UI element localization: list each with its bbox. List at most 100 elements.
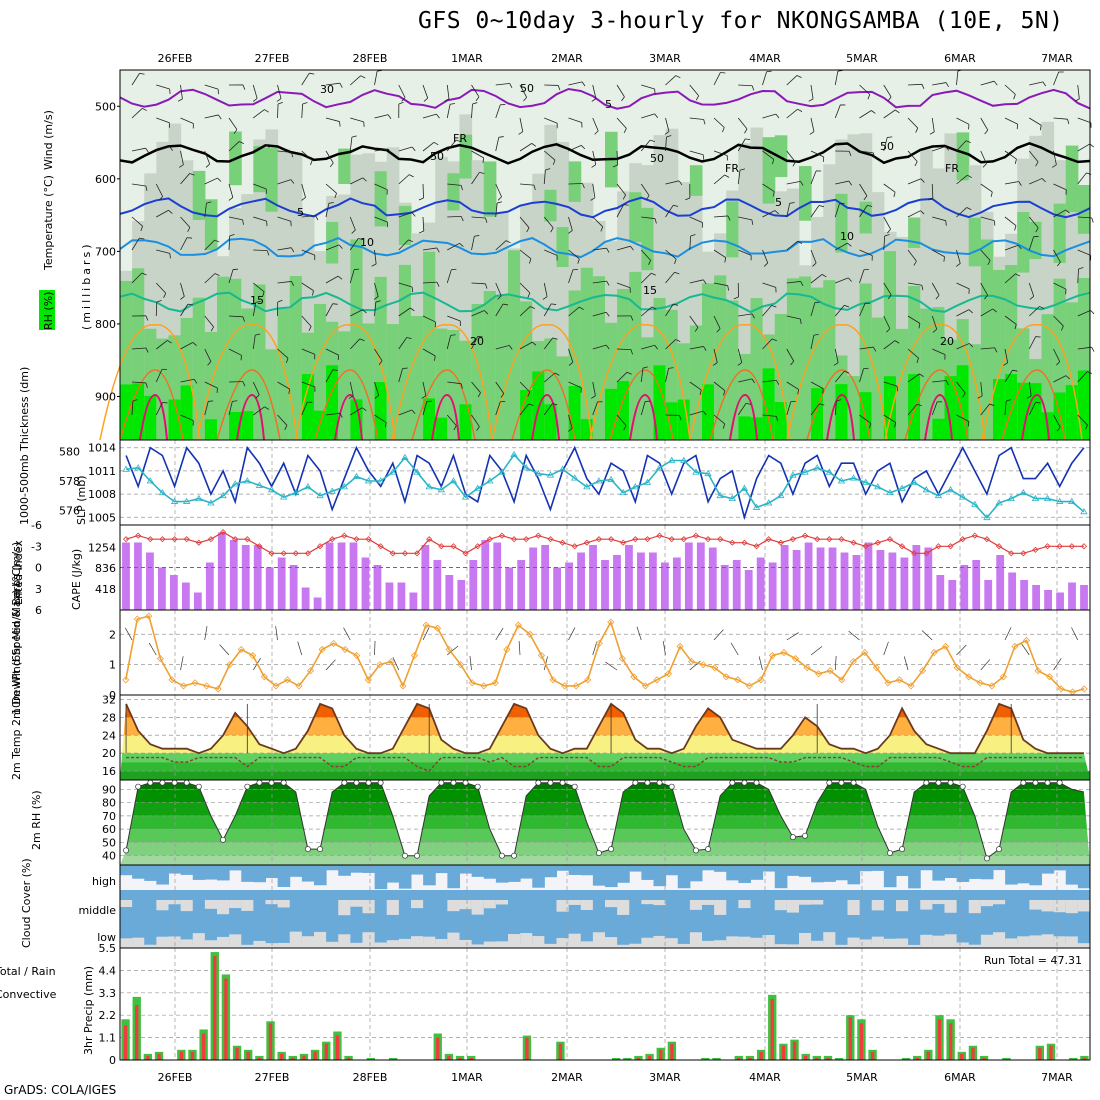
- wind-barb-flag: [233, 129, 238, 134]
- wind-barb: [931, 282, 940, 296]
- wind-barb: [762, 150, 774, 160]
- wind-barb: [568, 381, 582, 389]
- wind10m-point: [203, 682, 211, 690]
- cloud-high: [350, 865, 363, 873]
- wind-barb: [980, 308, 994, 317]
- wind-barb: [131, 147, 146, 152]
- wind-barb: [446, 84, 450, 99]
- x-tick-label-top: 6MAR: [944, 52, 976, 65]
- rh2m-point: [498, 852, 505, 859]
- wind-barb: [834, 371, 845, 383]
- wind-barb: [252, 381, 260, 395]
- rh-band-bright: [738, 416, 751, 440]
- precip-total-bar: [712, 1057, 721, 1060]
- wind10m-point: [584, 676, 592, 684]
- thickness-point: [1068, 497, 1076, 504]
- cloud-middle-low: [617, 890, 630, 945]
- wind-barb-flag: [724, 174, 730, 178]
- wind-barb-10m: [325, 659, 336, 671]
- thickness-line: [126, 453, 1085, 519]
- rh-band-green-upper: [544, 189, 557, 222]
- precip-conv-bar: [826, 1057, 830, 1060]
- wind-barb-10m: [662, 641, 666, 656]
- wind-barb-flag: [339, 121, 341, 127]
- wind-barb: [665, 137, 667, 152]
- wind10m-point: [537, 651, 546, 660]
- wind-barb-flag: [894, 340, 900, 344]
- wind-barb: [374, 114, 389, 119]
- wind10m-point: [768, 651, 777, 660]
- wind-barb-flag: [1017, 244, 1022, 250]
- wind-barb-flag: [255, 394, 260, 399]
- wind-barb: [713, 315, 721, 329]
- cloud-gap-low: [568, 933, 582, 948]
- wind10m-point: [156, 655, 164, 663]
- wind-barb: [446, 104, 451, 119]
- wind-barb: [277, 281, 292, 284]
- wind10m-point: [803, 664, 811, 672]
- wind-barb-flag: [965, 140, 971, 143]
- rh2m-point: [401, 852, 408, 859]
- precip-conv-bar: [870, 1051, 875, 1060]
- lifted-point: [329, 536, 336, 543]
- run-total-annotation: Run Total = 47.31: [984, 954, 1082, 967]
- wind-barb: [738, 378, 752, 383]
- upper-air-legend: Wind (m/s)Temperature (°C)RH (%): [39, 110, 55, 330]
- wind-barb: [907, 403, 918, 416]
- wind-barb: [519, 381, 531, 393]
- contour-label: FR: [725, 162, 739, 175]
- cape-bar: [505, 567, 514, 610]
- ylabel-total-rain: Total / Rain: [0, 965, 56, 978]
- contour-label: 10: [840, 230, 854, 243]
- wind-barb: [1077, 216, 1092, 219]
- lifted-point: [995, 543, 1003, 550]
- cloud-middle-low: [774, 890, 788, 945]
- wind-barb-flag: [1056, 427, 1061, 432]
- wind-barb: [471, 236, 475, 251]
- rh-band-green: [726, 300, 739, 440]
- slp-tick-label: 1008: [88, 488, 116, 501]
- wind-barb-flag: [844, 304, 850, 308]
- thickness-point: [764, 499, 773, 506]
- wind-barb: [665, 368, 669, 383]
- cloud-gap-middle: [738, 900, 751, 909]
- thickness-point: [364, 477, 373, 484]
- lifted-point: [304, 550, 312, 557]
- wind-barb-flag: [847, 277, 852, 282]
- wind-barb-flag: [932, 328, 938, 333]
- cape-bar: [852, 555, 861, 610]
- wind-barb: [204, 150, 211, 165]
- lifted-point: [510, 536, 518, 543]
- wind-barb: [907, 117, 919, 129]
- wind-barb: [641, 344, 655, 350]
- wind-barb: [374, 148, 389, 152]
- lifted-point: [413, 550, 421, 557]
- wind-barb-flag: [418, 197, 424, 201]
- thickness-point: [752, 503, 761, 510]
- wind-barb-flag: [375, 300, 381, 303]
- cape-bar: [1044, 590, 1052, 610]
- slp-tick-label: 1005: [88, 511, 116, 524]
- wind-barb: [252, 302, 257, 317]
- cloud-middle-low: [580, 890, 594, 945]
- lifted-point: [401, 550, 409, 557]
- wind-barb-10m: [204, 626, 208, 641]
- rh-band-green-upper: [326, 221, 339, 264]
- wind-barb: [204, 203, 207, 218]
- cloud-gap-low: [811, 940, 824, 948]
- cape-bar: [828, 547, 837, 610]
- wind-barb-flag: [475, 96, 480, 102]
- cloud-middle-low: [495, 890, 509, 945]
- cloud-high: [568, 865, 582, 875]
- wind-barb: [398, 409, 412, 416]
- wind-barb-flag: [969, 343, 974, 348]
- wind-barb-flag: [252, 98, 258, 102]
- lifted-point: [450, 543, 457, 550]
- wind-barb: [204, 84, 219, 90]
- wind-barb: [859, 269, 865, 284]
- wind10m-point: [168, 676, 176, 684]
- wind-barb: [640, 401, 646, 416]
- cloud-gap-middle: [580, 900, 594, 910]
- wind-barb: [738, 84, 753, 87]
- lifted-point: [947, 543, 954, 550]
